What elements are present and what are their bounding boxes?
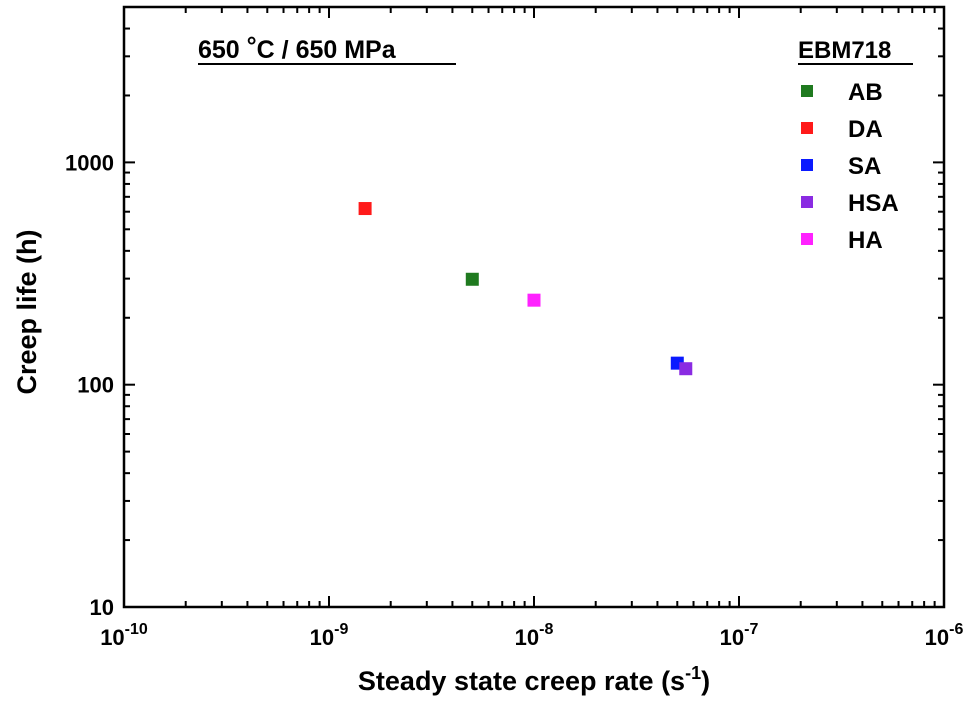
legend-label-da: DA bbox=[848, 116, 883, 143]
plot-frame bbox=[122, 5, 946, 609]
legend-label-ab: AB bbox=[848, 79, 883, 106]
x-tick-label-base: 10 bbox=[100, 625, 124, 650]
y-axis-title: Creep life (h) bbox=[12, 229, 42, 394]
y-tick-label: 10 bbox=[90, 595, 114, 620]
x-axis-title: Steady state creep rate (s-1) bbox=[358, 663, 710, 696]
legend-marker-sa bbox=[801, 159, 813, 171]
data-point-hsa bbox=[679, 362, 693, 376]
annotation-number: 650 bbox=[198, 36, 247, 64]
legend-marker-hsa bbox=[801, 196, 813, 208]
x-axis-title-end: ) bbox=[701, 666, 710, 696]
annotation-rest: C / 650 MPa bbox=[257, 36, 397, 64]
x-tick-label: 10-7 bbox=[720, 621, 759, 650]
x-tick-label-exponent: -8 bbox=[539, 621, 553, 638]
data-point-da bbox=[358, 202, 372, 216]
x-tick-label: 10-6 bbox=[925, 621, 964, 650]
y-tick-label: 100 bbox=[77, 373, 114, 398]
x-tick-label: 10-8 bbox=[515, 621, 554, 650]
x-tick-label-base: 10 bbox=[720, 625, 744, 650]
legend: EBM718 AB DA SA HSA HA bbox=[798, 37, 913, 254]
data-point-ab bbox=[465, 272, 479, 286]
legend-marker-ha bbox=[801, 233, 813, 245]
x-tick-label-base: 10 bbox=[515, 625, 539, 650]
legend-label-sa: SA bbox=[848, 153, 881, 180]
x-tick-label-exponent: -6 bbox=[949, 621, 963, 638]
legend-title: EBM718 bbox=[798, 37, 891, 64]
legend-marker-ab bbox=[801, 85, 813, 97]
legend-label-ha: HA bbox=[848, 227, 883, 254]
x-tick-label-exponent: -9 bbox=[334, 621, 348, 638]
y-tick-label: 1000 bbox=[65, 150, 114, 175]
x-tick-label-exponent: -7 bbox=[744, 621, 758, 638]
data-points bbox=[358, 202, 693, 376]
annotation-degree: ° bbox=[247, 32, 257, 60]
x-axis-title-main: Steady state creep rate (s bbox=[358, 666, 685, 696]
x-tick-label: 10-10 bbox=[100, 621, 148, 650]
x-tick-label-base: 10 bbox=[925, 625, 949, 650]
condition-annotation: 650 °C / 650 MPa bbox=[198, 32, 397, 64]
axis-ticks bbox=[123, 6, 944, 608]
data-point-ha bbox=[527, 293, 541, 307]
x-axis-title-sup: -1 bbox=[685, 663, 701, 683]
x-tick-label-exponent: -10 bbox=[125, 621, 148, 638]
x-tick-label-base: 10 bbox=[310, 625, 334, 650]
legend-marker-da bbox=[801, 122, 813, 134]
x-tick-label: 10-9 bbox=[310, 621, 349, 650]
legend-label-hsa: HSA bbox=[848, 190, 899, 217]
